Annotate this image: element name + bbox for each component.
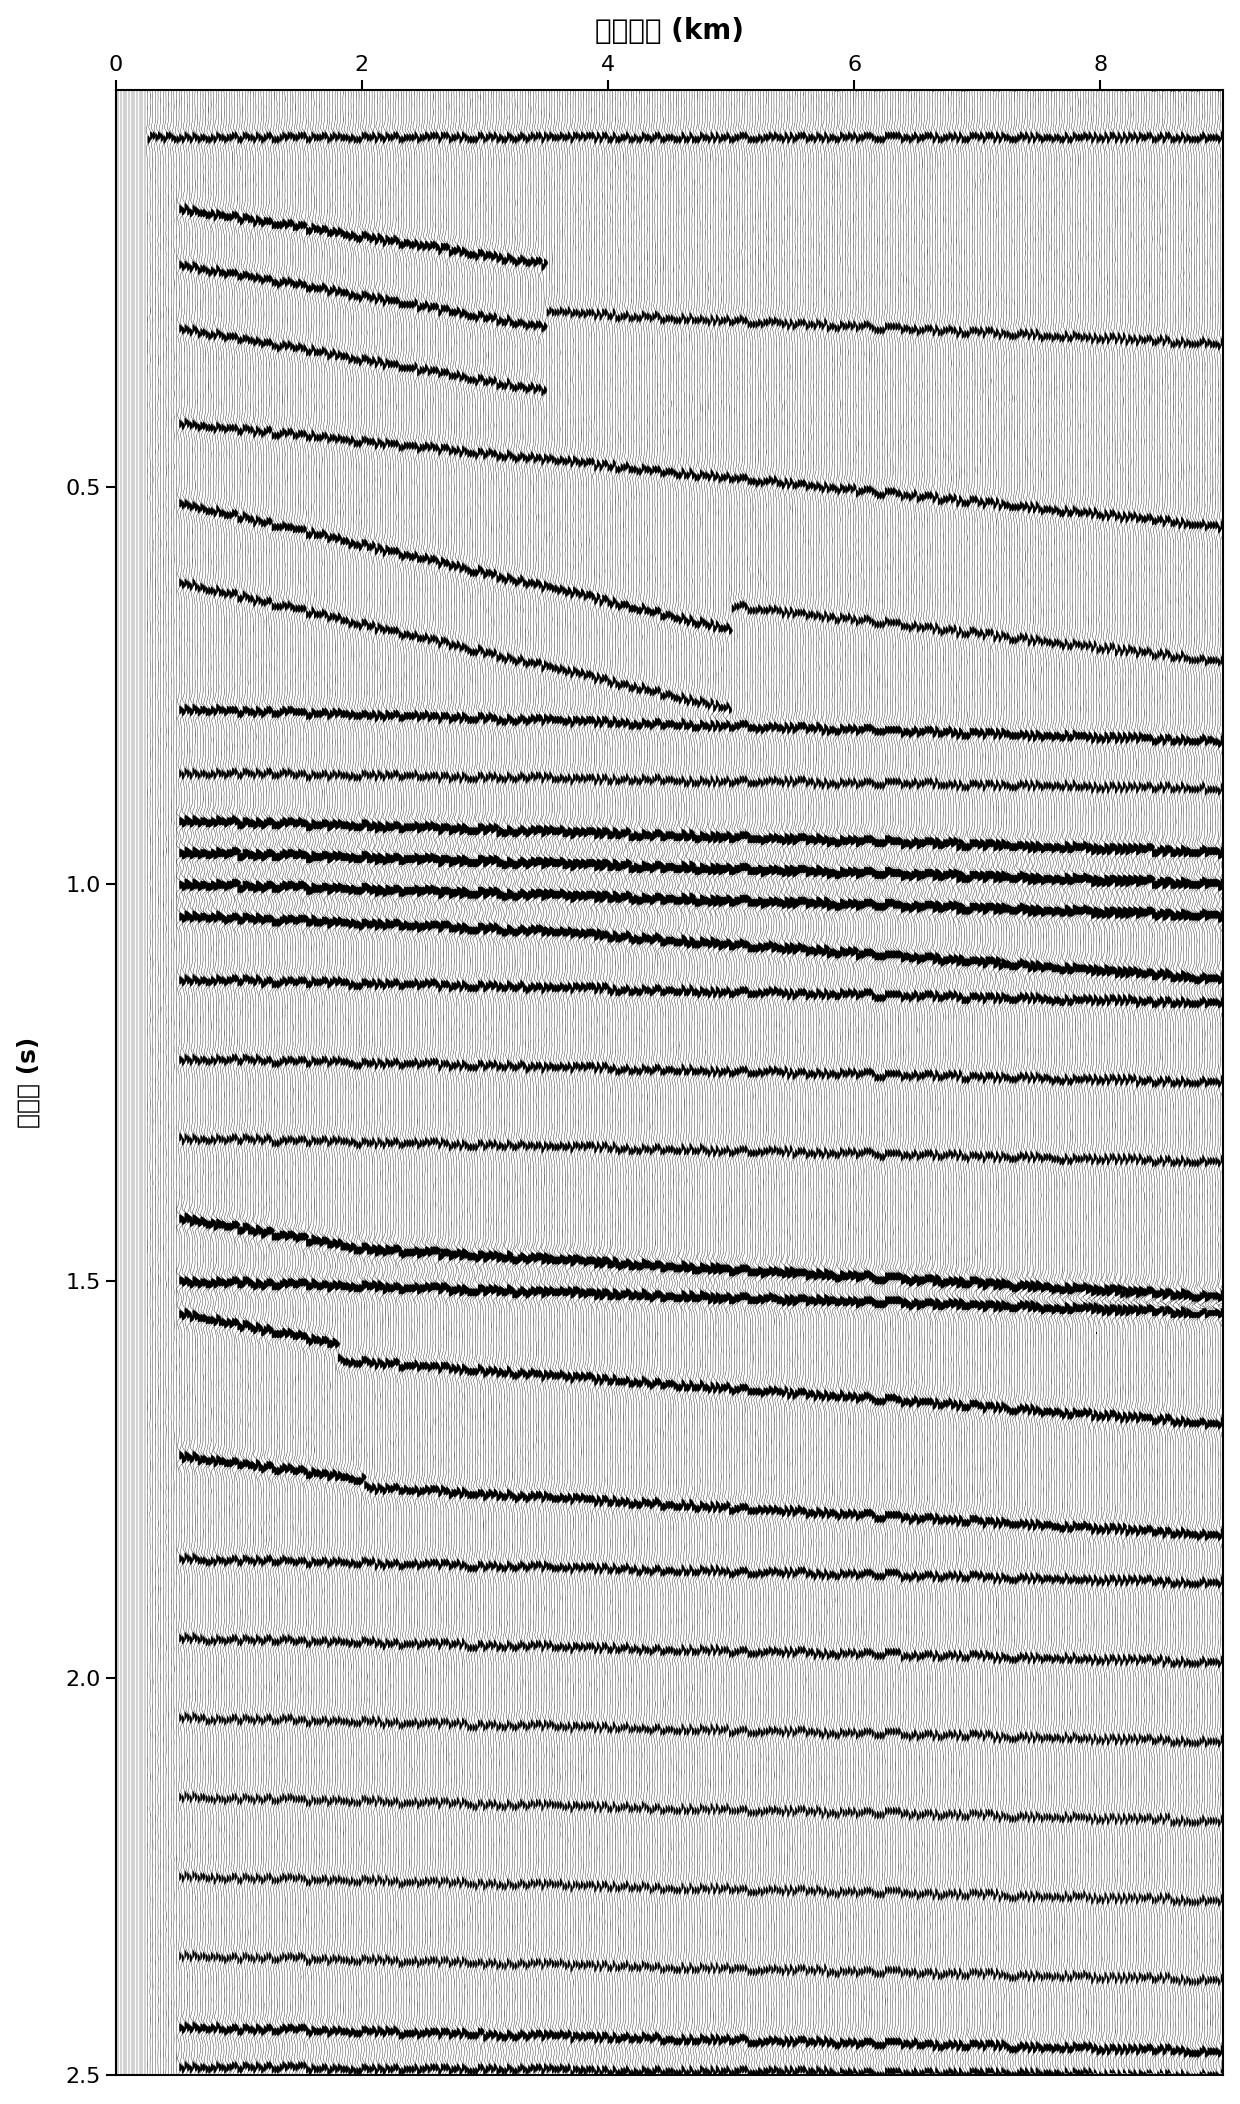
Y-axis label: 旅行时 (s): 旅行时 (s) (16, 1037, 41, 1128)
X-axis label: 垂直测线 (km): 垂直测线 (km) (595, 17, 744, 44)
